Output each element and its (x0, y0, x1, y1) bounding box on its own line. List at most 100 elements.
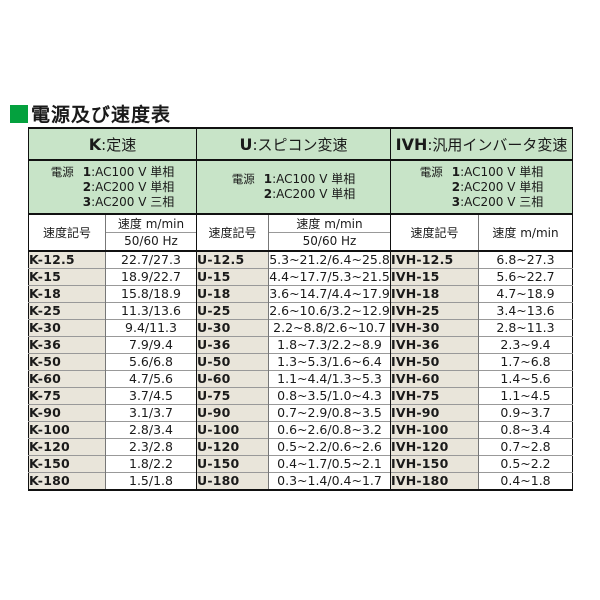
speed-code-cell: IVH-15 (390, 267, 479, 285)
speed-value-cell: 6.8~27.3 (477, 249, 573, 268)
speed-unit-header-u: 速度 m/min (268, 213, 391, 233)
page-title: 電源及び速度表 (10, 100, 171, 127)
speed-code-cell: U-90 (196, 403, 269, 421)
speed-code-cell: U-150 (196, 454, 269, 472)
speed-value-cell: 1.4~5.6 (477, 369, 573, 387)
speed-code-cell: IVH-100 (390, 420, 479, 438)
section-label-k: :定速 (101, 135, 137, 154)
speed-code-cell: IVH-60 (390, 369, 479, 387)
speed-value-cell: 2.8~11.3 (477, 318, 573, 336)
speed-code-cell: U-12.5 (196, 249, 269, 268)
speed-code-cell: IVH-50 (390, 352, 479, 370)
speed-value-cell: 15.8/18.9 (105, 284, 197, 302)
speed-value-cell: 0.4~1.7/0.5~2.1 (268, 454, 391, 472)
page-title-text: 電源及び速度表 (31, 104, 172, 126)
speed-code-cell: K-150 (28, 454, 106, 472)
speed-value-cell: 3.6~14.7/4.4~17.9 (268, 284, 391, 302)
table-row: K-60 4.7/5.6 U-60 1.1~4.4/1.3~5.3 IVH-60 1.4~… (28, 369, 573, 387)
speed-value-cell: 2.8/3.4 (105, 420, 197, 438)
table-row: K-50 5.6/6.8 U-50 1.3~5.3/1.6~6.4 IVH-50 1.7~… (28, 352, 573, 370)
speed-code-cell: K-120 (28, 437, 106, 455)
hz-header-k: 50/60 Hz (105, 232, 197, 251)
speed-code-cell: IVH-12.5 (390, 249, 479, 268)
speed-value-cell: 7.9/9.4 (105, 335, 197, 353)
speed-code-header-u: 速度記号 (196, 213, 269, 251)
speed-value-cell: 0.8~3.4 (477, 420, 573, 438)
speed-value-cell: 4.4~17.7/5.3~21.5 (268, 267, 391, 285)
speed-value-cell: 1.5/1.8 (105, 471, 197, 490)
speed-code-header-ivh: 速度記号 (390, 213, 479, 251)
table-row: K-30 9.4/11.3 U-30 2.2~8.8/2.6~10.7 IVH-30 2.… (28, 318, 573, 336)
speed-code-cell: U-25 (196, 301, 269, 319)
power-row: 電源 1:AC100 V 単相 2:AC200 V 単相 3:AC200 V 三相… (28, 159, 573, 214)
speed-code-cell: K-18 (28, 284, 106, 302)
section-header-u: U:スピコン変速 (196, 128, 391, 160)
speed-code-cell: IVH-25 (390, 301, 479, 319)
speed-value-cell: 9.4/11.3 (105, 318, 197, 336)
speed-value-cell: 0.7~2.9/0.8~3.5 (268, 403, 391, 421)
speed-code-cell: IVH-180 (390, 471, 479, 490)
table-row: K-180 1.5/1.8 U-180 0.3~1.4/0.4~1.7 IVH-180 0… (28, 471, 573, 490)
speed-code-cell: U-15 (196, 267, 269, 285)
power-line: 2:AC200 V 単相 (82, 179, 175, 194)
section-header-ivh: IVH:汎用インバータ変速 (389, 128, 573, 160)
section-header-row: K:定速 U:スピコン変速 IVH:汎用インバータ変速 (28, 128, 573, 160)
power-info-ivh: 電源 1:AC100 V 単相 2:AC200 V 単相 3:AC200 V 三相 (389, 159, 573, 214)
speed-value-cell: 1.1~4.4/1.3~5.3 (268, 369, 391, 387)
speed-value-cell: 3.7/4.5 (105, 386, 197, 404)
speed-value-cell: 1.1~4.5 (477, 386, 573, 404)
subheader-row-1: 速度記号 速度 m/min 速度記号 速度 m/min 速度記号 速度 m/mi… (28, 213, 573, 251)
table-row: K-75 3.7/4.5 U-75 0.8~3.5/1.0~4.3 IVH-75 1.1~… (28, 386, 573, 404)
speed-code-cell: U-180 (196, 471, 269, 490)
speed-value-cell: 1.8~7.3/2.2~8.9 (268, 335, 391, 353)
power-speed-table: K:定速 U:スピコン変速 IVH:汎用インバータ変速 電源 1:AC100 V … (28, 127, 574, 491)
power-line: 2:AC200 V 単相 (451, 179, 544, 194)
speed-code-cell: K-100 (28, 420, 106, 438)
speed-code-cell: IVH-120 (390, 437, 479, 455)
speed-code-cell: U-100 (196, 420, 269, 438)
speed-value-cell: 0.3~1.4/0.4~1.7 (268, 471, 391, 490)
power-line: 2:AC200 V 単相 (263, 187, 356, 201)
speed-unit-header-k: 速度 m/min (105, 213, 197, 233)
speed-code-cell: U-75 (196, 386, 269, 404)
speed-code-cell: K-15 (28, 267, 106, 285)
table-row: K-150 1.8/2.2 U-150 0.4~1.7/0.5~2.1 IVH-150 0… (28, 454, 573, 472)
speed-value-cell: 1.8/2.2 (105, 454, 197, 472)
speed-value-cell: 18.9/22.7 (105, 267, 197, 285)
section-header-k: K:定速 (28, 128, 197, 160)
speed-code-cell: IVH-36 (390, 335, 479, 353)
speed-code-cell: IVH-90 (390, 403, 479, 421)
speed-value-cell: 3.1/3.7 (105, 403, 197, 421)
speed-value-cell: 3.4~13.6 (477, 301, 573, 319)
subheader-row-2: 50/60 Hz 50/60 Hz (29, 232, 573, 251)
speed-code-cell: K-60 (28, 369, 106, 387)
speed-code-cell: K-90 (28, 403, 106, 421)
speed-code-cell: K-12.5 (28, 249, 106, 268)
speed-value-cell: 5.3~21.2/6.4~25.8 (268, 249, 391, 268)
speed-code-cell: K-50 (28, 352, 106, 370)
table-row: K-12.5 22.7/27.3 U-12.5 5.3~21.2/6.4~25.8 IV… (28, 249, 573, 268)
speed-value-cell: 0.6~2.6/0.8~3.2 (268, 420, 391, 438)
power-line: 電源 1:AC100 V 単相 (419, 164, 544, 179)
speed-code-cell: IVH-75 (390, 386, 479, 404)
speed-value-cell: 2.3/2.8 (105, 437, 197, 455)
speed-code-cell: U-60 (196, 369, 269, 387)
speed-code-cell: U-30 (196, 318, 269, 336)
speed-value-cell: 0.4~1.8 (477, 471, 573, 490)
speed-value-cell: 0.5~2.2/0.6~2.6 (268, 437, 391, 455)
speed-code-cell: K-180 (28, 471, 106, 490)
power-line: 3:AC200 V 三相 (451, 194, 544, 209)
power-line: 電源 1:AC100 V 単相 (50, 164, 175, 179)
speed-value-cell: 0.8~3.5/1.0~4.3 (268, 386, 391, 404)
speed-value-cell: 4.7/5.6 (105, 369, 197, 387)
speed-code-cell: K-30 (28, 318, 106, 336)
table-row: K-15 18.9/22.7 U-15 4.4~17.7/5.3~21.5 IVH-15… (28, 267, 573, 285)
speed-value-cell: 0.5~2.2 (477, 454, 573, 472)
table-row: K-18 15.8/18.9 U-18 3.6~14.7/4.4~17.9 IVH-18… (28, 284, 573, 302)
speed-code-cell: U-36 (196, 335, 269, 353)
speed-value-cell: 22.7/27.3 (105, 249, 197, 268)
power-line: 電源 1:AC100 V 単相 (231, 172, 356, 186)
speed-code-cell: U-50 (196, 352, 269, 370)
speed-value-cell: 11.3/13.6 (105, 301, 197, 319)
section-label-u: :スピコン変速 (252, 135, 348, 154)
